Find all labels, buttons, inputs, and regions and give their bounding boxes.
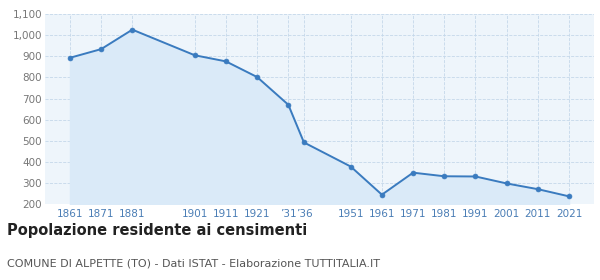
Text: COMUNE DI ALPETTE (TO) - Dati ISTAT - Elaborazione TUTTITALIA.IT: COMUNE DI ALPETTE (TO) - Dati ISTAT - El… [7,259,380,269]
Text: Popolazione residente ai censimenti: Popolazione residente ai censimenti [7,223,307,238]
